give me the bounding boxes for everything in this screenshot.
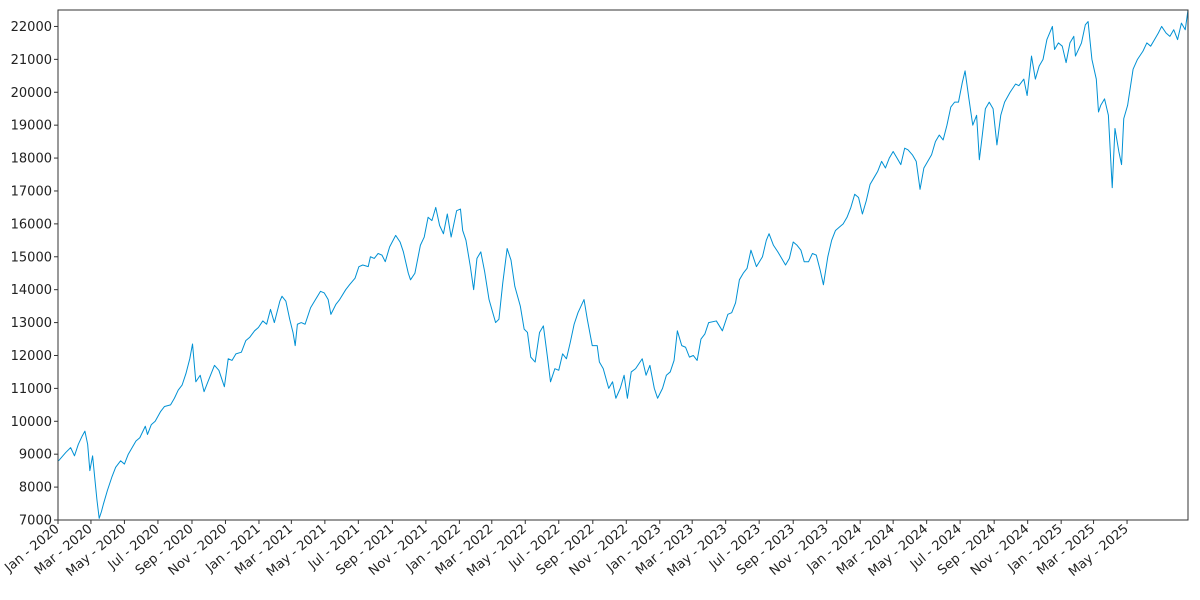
plot-frame (57, 9, 1189, 521)
y-axis: 7000 8000 9000 10000 11000 12000 13000 14000 150… (11, 20, 58, 529)
series-group (58, 9, 1189, 519)
y-tick-label: 19000 (11, 119, 52, 134)
y-tick-label: 20000 (11, 86, 52, 101)
y-tick-label: 8000 (19, 481, 52, 496)
y-tick-label: 10000 (11, 415, 52, 430)
y-tick-label: 9000 (19, 448, 52, 463)
y-tick-label: 21000 (11, 53, 52, 68)
y-tick-label: 17000 (11, 184, 52, 199)
price-series-line (58, 9, 1189, 519)
y-tick-label: 14000 (11, 283, 52, 298)
y-tick-label: 13000 (11, 316, 52, 331)
y-tick-label: 18000 (11, 152, 52, 167)
y-tick-label: 15000 (11, 250, 52, 265)
y-tick-label: 7000 (19, 514, 52, 529)
y-tick-label: 22000 (11, 20, 52, 35)
y-tick-label: 16000 (11, 217, 52, 232)
y-tick-label: 11000 (11, 382, 52, 397)
y-tick-label: 12000 (11, 349, 52, 364)
